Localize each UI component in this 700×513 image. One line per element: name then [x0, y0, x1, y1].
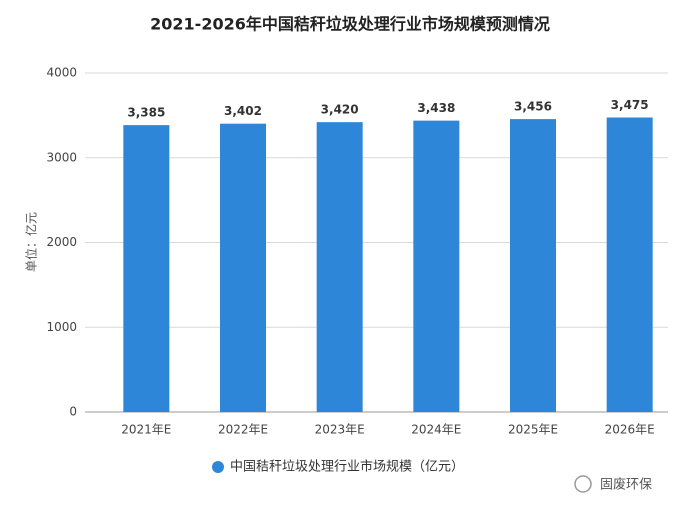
bar — [510, 119, 556, 412]
x-tick-label: 2024年E — [411, 423, 461, 437]
watermark: 固废环保 — [574, 475, 652, 493]
y-tick-label: 3000 — [46, 150, 77, 164]
x-tick-label: 2021年E — [121, 423, 171, 437]
data-label: 3,438 — [417, 101, 455, 115]
data-label: 3,385 — [127, 106, 165, 120]
y-tick-label: 1000 — [46, 320, 77, 334]
data-label: 3,475 — [611, 98, 649, 112]
x-tick-label: 2025年E — [508, 423, 558, 437]
x-tick-label: 2022年E — [218, 423, 268, 437]
bar — [220, 123, 266, 413]
data-label: 3,420 — [321, 103, 359, 117]
legend-marker — [212, 461, 224, 473]
x-tick-label: 2026年E — [605, 423, 655, 437]
y-axis-label: 单位：亿元 — [24, 212, 39, 272]
x-tick-label: 2023年E — [315, 423, 365, 437]
watermark-icon — [574, 475, 592, 493]
legend-label: 中国秸秆垃圾处理行业市场规模（亿元） — [230, 459, 464, 475]
bar — [123, 125, 170, 412]
watermark-text: 固废环保 — [600, 477, 652, 493]
bar — [606, 117, 653, 413]
bar — [413, 120, 460, 412]
y-tick-label: 0 — [69, 405, 77, 419]
chart-title: 2021-2026年中国秸秆垃圾处理行业市场规模预测情况 — [150, 15, 550, 34]
y-tick-label: 2000 — [46, 235, 77, 249]
data-label: 3,456 — [514, 100, 552, 114]
data-label: 3,402 — [224, 104, 262, 118]
y-tick-label: 4000 — [46, 66, 77, 80]
bar — [316, 122, 363, 412]
